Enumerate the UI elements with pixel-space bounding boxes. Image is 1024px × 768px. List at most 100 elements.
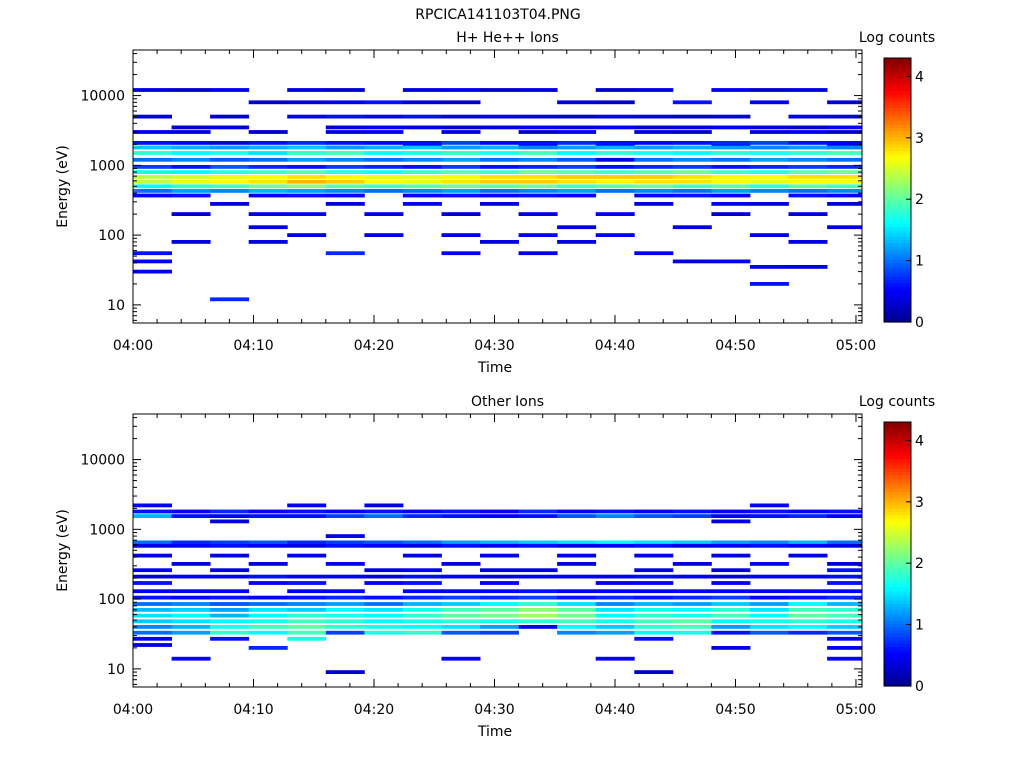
- x-axis: 04:00 04:10 04:20 04:30 04:40 04:50 05:00 Time: [113, 414, 876, 740]
- colorbar-segment: [884, 137, 911, 142]
- heatmap-cell: [788, 193, 828, 198]
- heatmap-cell: [518, 233, 558, 237]
- heatmap-cell: [210, 543, 250, 548]
- heatmap-cell: [248, 562, 288, 566]
- heatmap-cell: [557, 170, 597, 174]
- heatmap-cell: [557, 613, 597, 618]
- heatmap-cell: [325, 619, 365, 624]
- heatmap-cell: [441, 170, 481, 174]
- heatmap-cell: [402, 514, 442, 518]
- heatmap-cell: [364, 141, 404, 145]
- heatmap-cell: [171, 574, 211, 579]
- heatmap-cell: [827, 589, 863, 594]
- heatmap-cell: [171, 212, 211, 216]
- heatmap-cell: [827, 562, 863, 566]
- heatmap-cell: [557, 514, 597, 518]
- colorbar-segment: [884, 298, 911, 303]
- heatmap-cell: [672, 130, 712, 134]
- colorbar-segment: [884, 521, 911, 525]
- heatmap-cell: [248, 193, 288, 198]
- heatmap-cell: [518, 574, 558, 579]
- heatmap-cell: [711, 568, 751, 573]
- heatmap-cell: [364, 540, 404, 545]
- heatmap-cell: [325, 170, 365, 174]
- heatmap-cell: [364, 568, 404, 573]
- heatmap-cell: [788, 553, 828, 558]
- colorbar-segment: [884, 124, 911, 128]
- heatmap-cell: [402, 509, 442, 514]
- heatmap-cell: [364, 189, 404, 193]
- heatmap-cell: [441, 595, 481, 600]
- heatmap-cell: [634, 568, 674, 573]
- heatmap-cell: [287, 114, 327, 119]
- heatmap-cell: [711, 540, 751, 545]
- heatmap-cell: [749, 540, 789, 545]
- heatmap-cell: [133, 179, 172, 184]
- heatmap-cell: [287, 157, 327, 162]
- heatmap-cell: [480, 514, 519, 518]
- colorbar-segment: [884, 474, 911, 479]
- colorbar-segment: [884, 656, 911, 661]
- heatmap-cell: [518, 175, 558, 179]
- colorbar-segment: [884, 252, 911, 257]
- heatmap-cell: [171, 88, 211, 92]
- heatmap-cell: [480, 240, 519, 244]
- heatmap-cell: [402, 170, 442, 174]
- heatmap-cell: [595, 543, 635, 548]
- colorbar-segment: [884, 514, 911, 519]
- heatmap-cell: [287, 145, 327, 150]
- colorbar-segment: [884, 256, 911, 260]
- heatmap-cell: [827, 514, 863, 518]
- heatmap-cell: [287, 175, 327, 179]
- heatmap-cell: [480, 184, 519, 189]
- heatmap-cell: [248, 184, 288, 189]
- heatmap-cell: [634, 581, 674, 585]
- heatmap-cell: [557, 240, 597, 244]
- heatmap-cell: [557, 625, 597, 629]
- heatmap-cell: [827, 574, 863, 579]
- heatmap-cell: [672, 602, 712, 606]
- heatmap-cell: [518, 165, 558, 169]
- colorbar-segment: [884, 676, 911, 680]
- colorbar-segment: [884, 557, 911, 562]
- heatmap-cell: [325, 114, 365, 119]
- heatmap-cell: [518, 130, 558, 134]
- colorbar-label: Log counts: [859, 394, 935, 410]
- heatmap-cell: [441, 189, 481, 193]
- heatmap-cell: [325, 509, 365, 514]
- heatmap-cell: [672, 157, 712, 162]
- colorbar-segment: [884, 527, 911, 532]
- heatmap-cell: [634, 145, 674, 150]
- heatmap-cell: [402, 630, 442, 635]
- heatmap-cell: [480, 151, 519, 155]
- heatmap-cell: [133, 189, 172, 193]
- colorbar-segment: [884, 488, 911, 492]
- heatmap-cell: [402, 625, 442, 629]
- heatmap-cell: [133, 165, 172, 169]
- colorbar-segment: [884, 606, 911, 611]
- heatmap-cell: [634, 165, 674, 169]
- heatmap-cell: [672, 630, 712, 635]
- heatmap-cell: [287, 503, 327, 508]
- colorbar-segment: [884, 262, 911, 267]
- heatmap-cell: [210, 151, 250, 155]
- heatmap-cell: [595, 619, 635, 624]
- heatmap-cell: [672, 619, 712, 624]
- heatmap-cell: [827, 141, 863, 145]
- heatmap-cell: [634, 589, 674, 594]
- heatmap-cell: [210, 157, 250, 162]
- heatmap-cell: [711, 157, 751, 162]
- x-tick-label: 04:50: [715, 702, 755, 718]
- colorbar-segment: [884, 580, 911, 585]
- heatmap-cell: [287, 88, 327, 92]
- heatmap-cell: [133, 259, 172, 264]
- colorbar-segment: [884, 193, 911, 198]
- colorbar-frame: [883, 57, 912, 323]
- heatmap-cell: [749, 613, 789, 618]
- heatmap-cell: [634, 251, 674, 256]
- heatmap-cell: [171, 602, 211, 606]
- heatmap-cell: [711, 595, 751, 600]
- heatmap-cell: [557, 619, 597, 624]
- heatmap-cell: [248, 212, 288, 216]
- colorbar-segment: [884, 157, 911, 161]
